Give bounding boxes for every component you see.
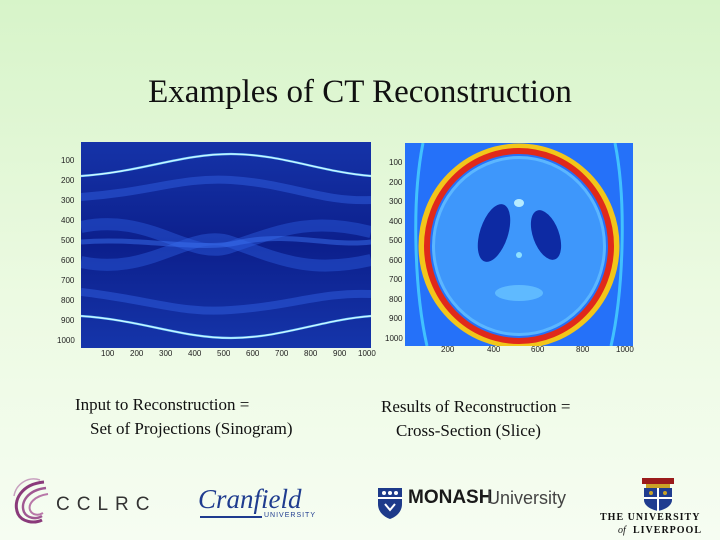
slice-x-tick: 800 — [576, 345, 590, 354]
monash-bold-text: MONASH — [408, 487, 493, 508]
slide-title: Examples of CT Reconstruction — [148, 74, 572, 110]
monash-crest-icon — [378, 488, 402, 519]
sinogram-y-tick: 600 — [61, 256, 75, 265]
sinogram-x-tick: 900 — [333, 349, 347, 358]
liverpool-line1: THE UNIVERSITY — [600, 512, 701, 523]
monash-logo: MONASH University — [376, 484, 586, 524]
slice-y-tick: 200 — [389, 178, 403, 187]
sinogram-y-tick: 1000 — [57, 336, 75, 345]
slice-image — [405, 143, 633, 346]
slice-y-tick: 700 — [389, 275, 403, 284]
left-caption: Input to Reconstruction = Set of Project… — [75, 393, 293, 441]
sinogram-y-tick: 300 — [61, 196, 75, 205]
sinogram-y-tick: 700 — [61, 276, 75, 285]
cranfield-name: Cranfield — [198, 484, 302, 514]
sinogram-y-tick: 800 — [61, 296, 75, 305]
sinogram-y-tick: 900 — [61, 316, 75, 325]
slice-y-tick: 400 — [389, 217, 403, 226]
slice-y-tick: 1000 — [385, 334, 403, 343]
monash-university-text: University — [487, 488, 567, 508]
sinogram-y-tick: 500 — [61, 236, 75, 245]
sinogram-x-tick: 600 — [246, 349, 260, 358]
sinogram-y-tick: 100 — [61, 156, 75, 165]
cclrc-text: CCLRC — [56, 494, 157, 515]
slice-y-tick: 600 — [389, 256, 403, 265]
sinogram-x-tick: 400 — [188, 349, 202, 358]
cclrc-swirl-icon — [13, 478, 49, 524]
slice-x-tick: 200 — [441, 345, 455, 354]
sinogram-x-tick: 500 — [217, 349, 231, 358]
sinogram-figure: 100 200 300 400 500 600 700 800 900 1000… — [55, 140, 376, 365]
sinogram-x-tick: 1000 — [358, 349, 376, 358]
cclrc-logo: CCLRC — [10, 476, 150, 526]
slice-y-tick: 900 — [389, 314, 403, 323]
sinogram-x-tick: 800 — [304, 349, 318, 358]
liverpool-line2: LIVERPOOL — [633, 525, 703, 536]
sinogram-x-tick: 300 — [159, 349, 173, 358]
slice-y-tick: 500 — [389, 236, 403, 245]
slice-x-tick: 600 — [531, 345, 545, 354]
slice-figure: 100 200 300 400 500 600 700 800 900 1000… — [385, 140, 640, 360]
cranfield-subtitle: UNIVERSITY — [264, 512, 317, 519]
right-caption-line2: Cross-Section (Slice) — [396, 421, 541, 440]
slice-x-tick: 400 — [487, 345, 501, 354]
left-caption-line2: Set of Projections (Sinogram) — [90, 419, 293, 438]
liverpool-logo: THE UNIVERSITY of LIVERPOOL — [600, 476, 716, 538]
sinogram-y-tick: 400 — [61, 216, 75, 225]
sinogram-x-tick: 100 — [101, 349, 115, 358]
cranfield-logo: Cranfield UNIVERSITY — [198, 484, 328, 528]
right-caption-line1: Results of Reconstruction = — [381, 397, 571, 416]
liverpool-of: of — [618, 525, 626, 536]
right-caption: Results of Reconstruction = Cross-Sectio… — [381, 395, 570, 443]
liverpool-crest-icon — [642, 478, 674, 511]
slice-y-tick: 300 — [389, 197, 403, 206]
left-caption-line1: Input to Reconstruction = — [75, 395, 250, 414]
slice-y-tick: 800 — [389, 295, 403, 304]
slice-y-tick: 100 — [389, 158, 403, 167]
sinogram-x-tick: 700 — [275, 349, 289, 358]
sinogram-image — [81, 142, 371, 348]
slice-x-tick: 1000 — [616, 345, 634, 354]
sinogram-x-tick: 200 — [130, 349, 144, 358]
sinogram-y-tick: 200 — [61, 176, 75, 185]
cranfield-underline — [200, 516, 262, 518]
